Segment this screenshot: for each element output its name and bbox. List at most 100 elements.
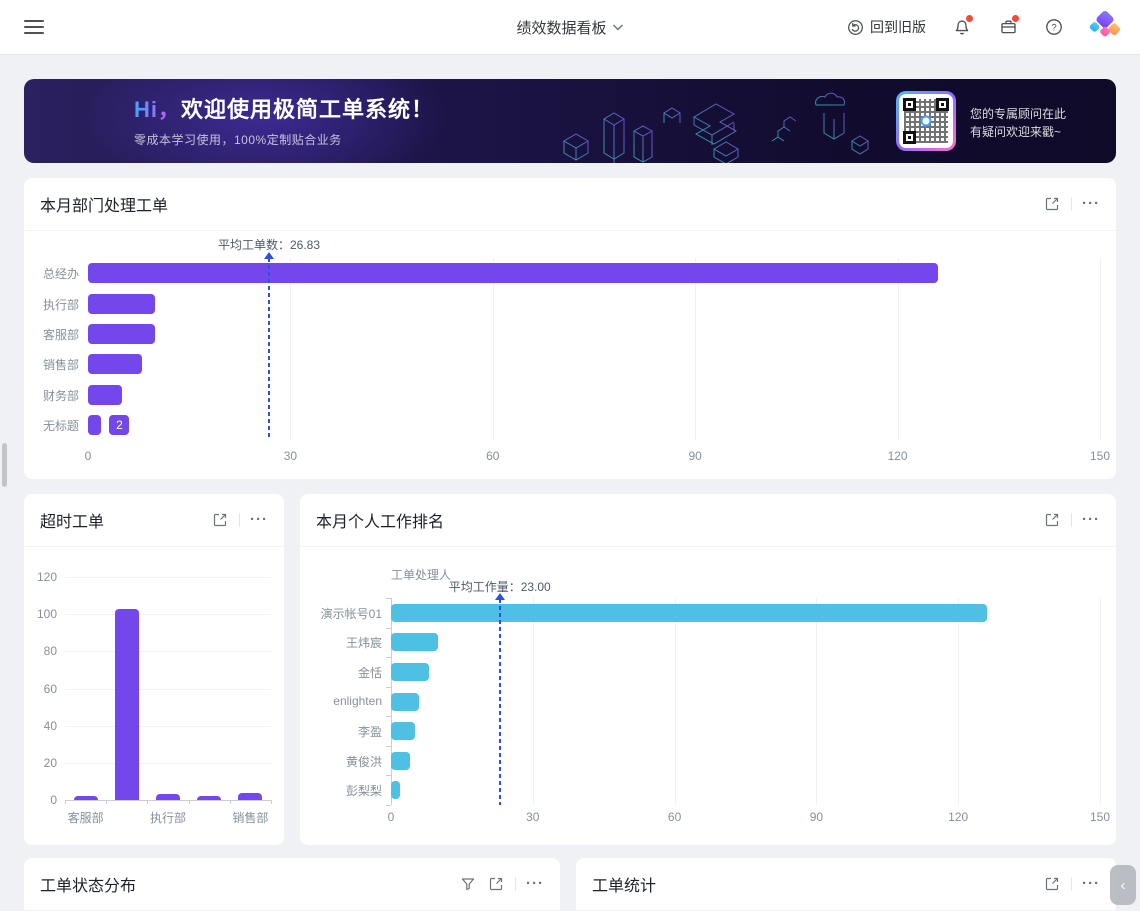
banner-greeting: Hi， [134,97,182,122]
bar[interactable] [391,722,415,741]
card-title: 工单状态分布 [40,878,137,895]
page-title: 绩效数据看板 [516,19,607,37]
banner-title-text: 欢迎使用极简工单系统！ [181,97,435,122]
briefcase-icon [1000,20,1016,34]
card-department-tickets: 本月部门处理工单 ··· 0 30 60 90 120 150 总经办 执行部 客服部 销售部 财务… [24,178,1116,479]
expand-icon[interactable] [1043,195,1061,213]
bell-icon [955,20,969,35]
bar[interactable] [156,794,180,800]
bottom-row: 工单状态分布 ··· 工单统计 [24,858,1116,911]
x-axis-tick [229,800,231,804]
expand-icon[interactable] [487,875,505,893]
bar[interactable] [88,414,102,435]
card-header: 本月个人工作排名 ··· [300,494,1116,547]
card-actions: ··· [1043,195,1100,213]
expand-icon[interactable] [1043,875,1061,893]
more-icon[interactable]: ··· [1082,511,1100,528]
more-icon[interactable]: ··· [526,875,544,892]
average-line-arrow [264,247,274,259]
x-tick-label: 30 [283,449,298,463]
bar[interactable] [73,796,98,800]
y-axis-name: 工单处理人 [391,568,452,582]
x-tick-label: 120 [948,810,969,824]
y-axis-tick [386,598,391,599]
card-title: 本月部门处理工单 [40,198,169,215]
y-tick-label: 40 [43,718,57,733]
qr-code-inner [899,94,953,148]
filter-icon[interactable] [459,875,477,893]
banner-subtitle: 零成本学习使用，100%定制贴合业务 [134,133,342,147]
back-to-old-version-label: 回到旧版 [870,19,926,35]
bar[interactable] [391,692,420,711]
main-content: Hi，欢迎使用极简工单系统！ 零成本学习使用，100%定制贴合业务 您的专属顾问… [0,55,1140,911]
y-category-label: 李盈 [357,725,382,740]
more-icon[interactable]: ··· [1082,875,1100,892]
hamburger-menu-icon[interactable] [24,20,44,34]
gridline [1100,258,1101,440]
y-tick-label: 80 [43,644,57,659]
y-axis-tick [386,657,391,659]
x-tick-label: 30 [526,810,540,824]
x-axis-tick [271,800,272,804]
bar[interactable] [88,354,142,375]
bar[interactable] [391,603,987,622]
card-header: 本月部门处理工单 ··· [24,178,1116,231]
bar[interactable] [391,662,429,681]
average-line-arrow [494,588,505,600]
bar[interactable] [88,263,939,284]
gridline [1100,598,1101,805]
y-category-label: 总经办 [42,267,79,282]
card-header: 超时工单 ··· [24,494,284,547]
y-category-label: 演示帐号01 [320,606,382,621]
svg-text:?: ? [1051,22,1056,33]
expand-icon[interactable] [1043,511,1061,529]
expand-icon[interactable] [211,511,229,529]
bar[interactable] [391,781,401,800]
card-header: 工单统计 ··· [576,858,1116,911]
bar[interactable] [391,633,439,652]
bar[interactable] [238,792,263,800]
y-axis-tick [386,745,391,747]
card-actions: ··· [1043,875,1100,893]
y-axis-tick [386,805,391,806]
qr-note-line1: 您的专属顾问在此 [970,107,1067,121]
bar[interactable] [391,751,410,770]
bar[interactable] [88,384,122,405]
collapse-panel-toggle[interactable]: ‹ [1110,865,1136,905]
bar-value-badge: 2 [109,414,130,435]
divider [239,513,240,527]
bar[interactable] [197,796,222,800]
card-title: 工单统计 [592,878,657,895]
qr-finder-tr [936,98,949,111]
qr-note: 您的专属顾问在此 有疑问欢迎来戳~ [970,105,1066,141]
x-category-label: 执行部 [149,811,186,825]
left-scrollbar-thumb[interactable] [2,443,7,487]
y-category-label: 王炜宸 [345,636,382,651]
x-tick-label: 60 [667,810,682,824]
x-axis-tick [106,800,108,804]
workbench-button[interactable] [998,15,1019,37]
x-tick-label: 150 [1089,449,1111,463]
app-logo[interactable] [1088,9,1123,45]
dashboard-title-dropdown[interactable]: 绩效数据看板 [516,17,624,38]
y-axis-tick [386,686,391,688]
gridline [65,688,271,690]
bar[interactable] [114,608,139,800]
y-category-label: 销售部 [42,358,79,373]
gridline [65,577,271,578]
more-icon[interactable]: ··· [250,511,268,528]
back-to-old-version-button[interactable]: 回到旧版 [847,17,926,37]
card-header: 工单状态分布 ··· [24,858,560,911]
card-actions: ··· [1043,511,1100,529]
gridline [492,258,494,440]
help-button[interactable]: ? [1044,17,1064,37]
x-category-label: 客服部 [67,811,104,825]
bar[interactable] [88,293,156,314]
gridline [816,598,818,805]
notifications-button[interactable] [952,15,973,37]
card-title: 超时工单 [40,514,105,531]
more-icon[interactable]: ··· [1082,195,1100,212]
card-title: 本月个人工作排名 [316,514,445,531]
bar[interactable] [88,323,156,344]
